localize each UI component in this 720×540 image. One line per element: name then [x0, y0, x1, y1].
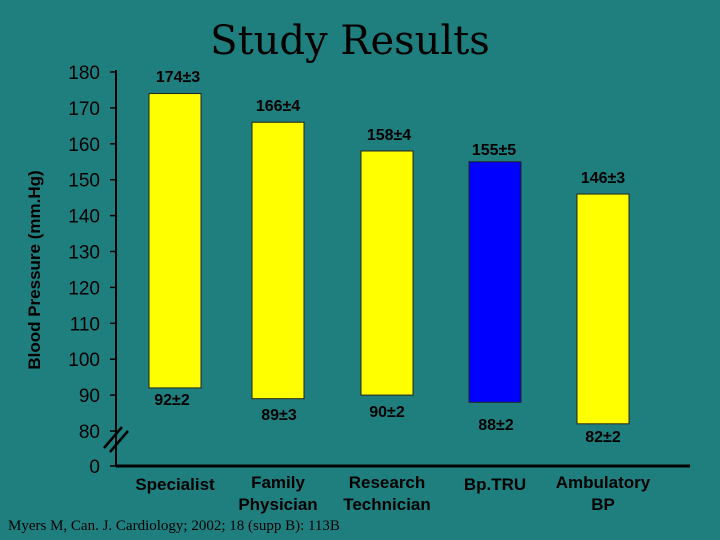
- bar: [468, 161, 522, 403]
- category-label: Ambulatory: [556, 473, 651, 492]
- y-tick-label: 120: [68, 278, 100, 299]
- y-tick-label: 80: [79, 422, 100, 443]
- y-tick-label: 140: [68, 207, 100, 228]
- category-label: BP: [591, 495, 615, 514]
- axis-break-mark: [103, 426, 123, 449]
- y-tick-label: 130: [68, 243, 100, 264]
- axis-break-mark: [109, 430, 129, 453]
- diastolic-value-label: 90±2: [369, 404, 405, 421]
- bar: [251, 121, 305, 400]
- category-label: Family: [251, 473, 305, 492]
- systolic-value-label: 158±4: [367, 127, 411, 144]
- source-citation: Myers M, Can. J. Cardiology; 2002; 18 (s…: [8, 518, 340, 534]
- y-tick-label: 90: [79, 386, 100, 407]
- chart-title: Study Results: [210, 18, 490, 64]
- bar: [148, 93, 202, 389]
- y-tick-label: 100: [68, 350, 100, 371]
- y-tick-label: 160: [68, 135, 100, 156]
- diastolic-value-label: 82±2: [585, 429, 621, 446]
- category-label: Bp.TRU: [464, 475, 526, 494]
- y-tick-label: 150: [68, 171, 100, 192]
- systolic-value-label: 146±3: [581, 170, 625, 187]
- bar: [360, 150, 414, 396]
- y-tick-label: 180: [68, 63, 100, 84]
- systolic-value-label: 174±3: [156, 69, 200, 86]
- y-tick-label: 170: [68, 99, 100, 120]
- category-label: Specialist: [135, 475, 215, 494]
- diastolic-value-label: 89±3: [261, 407, 297, 424]
- systolic-value-label: 155±5: [472, 142, 516, 159]
- category-label: Research: [349, 473, 426, 492]
- y-tick-label: 110: [70, 314, 100, 335]
- diastolic-value-label: 88±2: [478, 417, 514, 434]
- y-tick-label: 0: [89, 457, 100, 478]
- category-label: Technician: [343, 495, 431, 514]
- bar: [576, 193, 630, 425]
- systolic-value-label: 166±4: [256, 98, 300, 115]
- y-axis-label: Blood Pressure (mm.Hg): [25, 170, 44, 369]
- category-label: Physician: [238, 495, 317, 514]
- diastolic-value-label: 92±2: [154, 392, 190, 409]
